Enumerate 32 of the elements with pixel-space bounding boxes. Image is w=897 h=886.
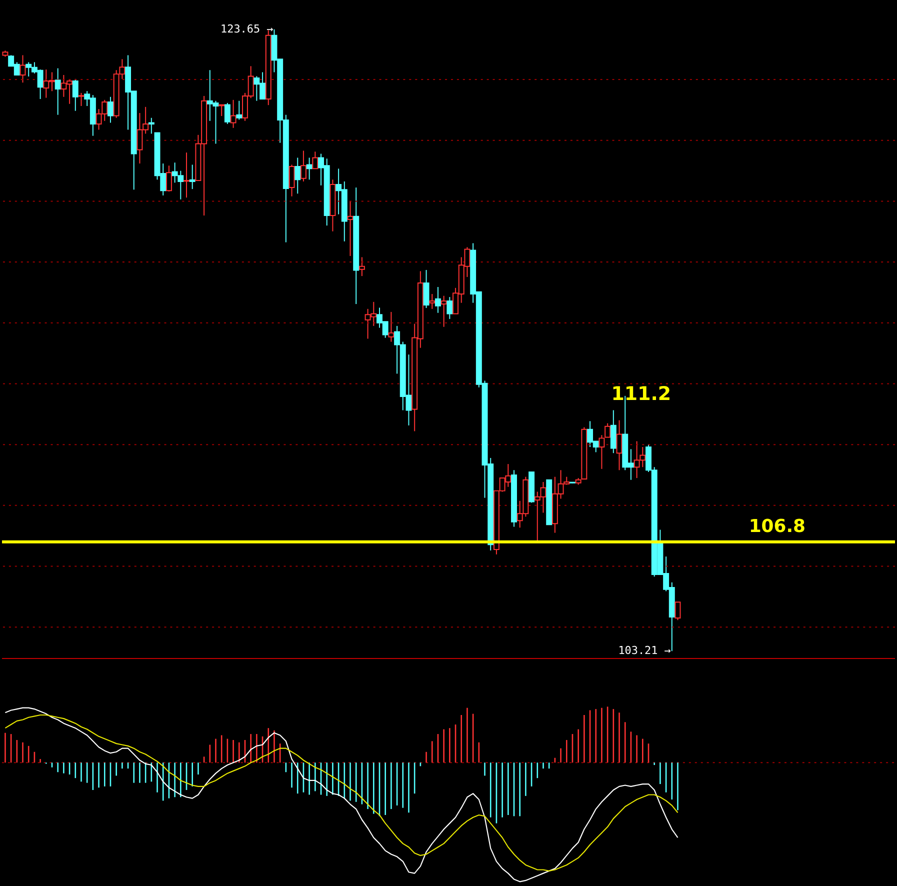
candlestick bbox=[224, 102, 230, 124]
candlestick bbox=[294, 157, 301, 194]
annotation: 123.65 → bbox=[220, 22, 274, 36]
annotation: 111.2 bbox=[611, 383, 672, 406]
ref-line-label: 106.8 bbox=[748, 516, 806, 537]
candlestick bbox=[72, 78, 78, 112]
candlestick bbox=[236, 100, 242, 120]
candlestick bbox=[148, 117, 154, 134]
candlestick bbox=[78, 92, 84, 107]
candlestick bbox=[434, 286, 441, 314]
candlestick bbox=[107, 96, 114, 124]
candlestick bbox=[184, 152, 190, 198]
candlestick bbox=[388, 311, 394, 342]
candlestick bbox=[288, 164, 295, 197]
candlestick bbox=[423, 269, 430, 308]
candlestick bbox=[616, 420, 622, 471]
candlestick bbox=[674, 602, 681, 621]
candlestick bbox=[446, 296, 453, 320]
candlestick bbox=[230, 99, 236, 128]
candlestick bbox=[54, 68, 61, 116]
candlestick bbox=[306, 157, 312, 180]
candlestick bbox=[166, 165, 172, 192]
candlestick bbox=[347, 200, 354, 256]
candlestick bbox=[610, 410, 616, 454]
candlestick bbox=[429, 294, 436, 310]
annotation: 103.21 → bbox=[618, 644, 672, 658]
candlestick bbox=[20, 54, 26, 84]
candlestick bbox=[358, 256, 365, 277]
candlestick bbox=[189, 164, 196, 190]
candlestick bbox=[312, 151, 318, 170]
candlestick bbox=[300, 150, 306, 182]
candlestick bbox=[440, 295, 447, 328]
